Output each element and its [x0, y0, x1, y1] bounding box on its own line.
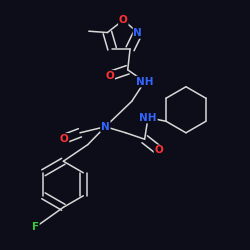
Text: O: O: [106, 71, 114, 81]
Text: NH: NH: [139, 112, 157, 122]
Text: O: O: [119, 15, 128, 25]
Text: N: N: [134, 28, 142, 38]
Text: O: O: [60, 134, 68, 144]
Text: N: N: [101, 122, 110, 132]
Text: O: O: [154, 146, 163, 156]
Text: F: F: [32, 222, 39, 232]
Text: NH: NH: [136, 77, 154, 87]
